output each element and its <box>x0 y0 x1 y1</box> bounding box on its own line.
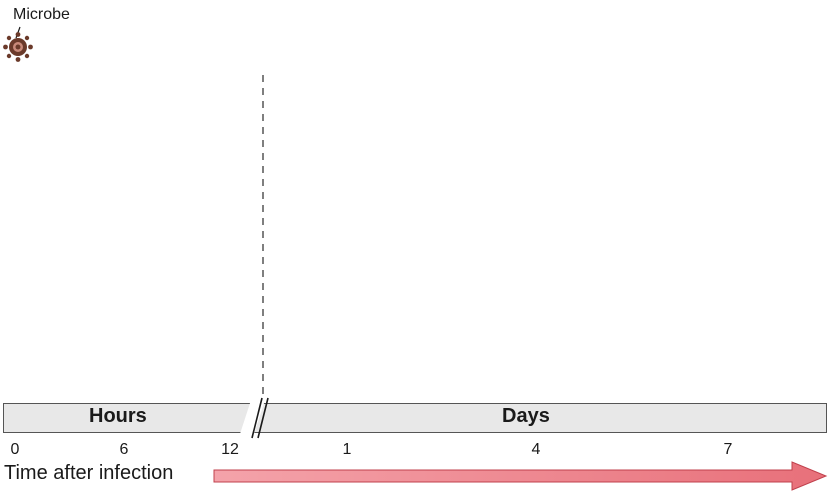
microbe-label: Microbe <box>13 6 70 23</box>
tick-label: 6 <box>119 441 129 458</box>
days-label: Days <box>502 405 550 427</box>
hours-label: Hours <box>89 405 147 427</box>
microbe-icon <box>3 26 33 62</box>
tick-label: 4 <box>531 441 541 458</box>
tick-label: 12 <box>221 441 239 458</box>
timeline-bar <box>3 403 827 433</box>
axis-title: Time after infection <box>4 462 174 484</box>
tick-label: 7 <box>723 441 733 458</box>
tick-label: 0 <box>10 441 20 458</box>
tick-label: 1 <box>342 441 352 458</box>
